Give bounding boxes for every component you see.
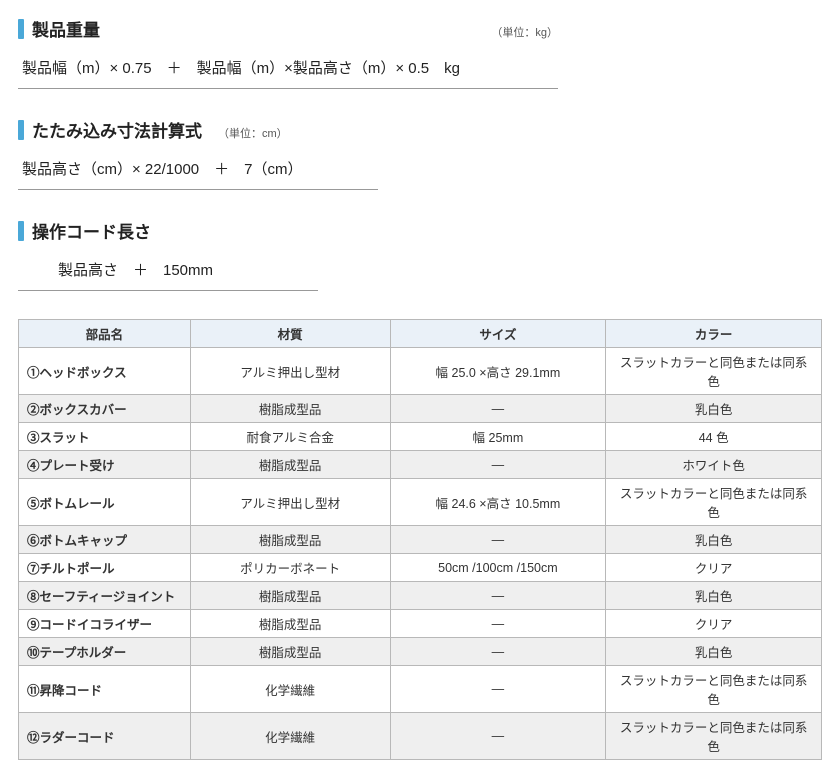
table-row: ⑨コードイコライザー樹脂成型品―クリア xyxy=(19,610,822,638)
section-unit: （単位：cm） xyxy=(218,125,288,141)
cell-part-name: ③スラット xyxy=(19,423,191,451)
cell-material: 樹脂成型品 xyxy=(190,638,390,666)
cell-color: ホワイト色 xyxy=(606,451,822,479)
section-cord-length: 操作コード長さ 製品高さ ＋ 150mm xyxy=(18,218,318,291)
cell-part-name: ⑤ボトムレール xyxy=(19,479,191,526)
section-title: たたみ込み寸法計算式 xyxy=(32,117,202,142)
cell-color: 乳白色 xyxy=(606,395,822,423)
cell-material: 樹脂成型品 xyxy=(190,451,390,479)
cell-size: 50cm /100cm /150cm xyxy=(390,554,606,582)
cell-color: 乳白色 xyxy=(606,638,822,666)
section-header: 製品重量 （単位：kg） xyxy=(18,16,558,41)
cell-size: 幅 25mm xyxy=(390,423,606,451)
cell-part-name: ①ヘッドボックス xyxy=(19,348,191,395)
parts-table: 部品名 材質 サイズ カラー ①ヘッドボックスアルミ押出し型材幅 25.0 ×高… xyxy=(18,319,822,760)
cell-material: 化学繊維 xyxy=(190,713,390,760)
table-header-row: 部品名 材質 サイズ カラー xyxy=(19,320,822,348)
table-row: ①ヘッドボックスアルミ押出し型材幅 25.0 ×高さ 29.1mmスラットカラー… xyxy=(19,348,822,395)
cell-color: スラットカラーと同色または同系色 xyxy=(606,479,822,526)
cell-part-name: ⑪昇降コード xyxy=(19,666,191,713)
cell-size: ― xyxy=(390,713,606,760)
cell-size: ― xyxy=(390,451,606,479)
cell-material: 樹脂成型品 xyxy=(190,610,390,638)
table-row: ⑧セーフティージョイント樹脂成型品―乳白色 xyxy=(19,582,822,610)
section-unit: （単位：kg） xyxy=(491,24,558,40)
cell-part-name: ⑥ボトムキャップ xyxy=(19,526,191,554)
cell-part-name: ④プレート受け xyxy=(19,451,191,479)
table-row: ⑫ラダーコード化学繊維―スラットカラーと同色または同系色 xyxy=(19,713,822,760)
cell-color: クリア xyxy=(606,610,822,638)
section-folded-dimension: たたみ込み寸法計算式 （単位：cm） 製品高さ（cm）× 22/1000 ＋ 7… xyxy=(18,117,378,190)
cell-size: ― xyxy=(390,526,606,554)
cell-material: 耐食アルミ合金 xyxy=(190,423,390,451)
table-row: ⑦チルトポールポリカーボネート50cm /100cm /150cmクリア xyxy=(19,554,822,582)
table-row: ⑤ボトムレールアルミ押出し型材幅 24.6 ×高さ 10.5mmスラットカラーと… xyxy=(19,479,822,526)
section-header: たたみ込み寸法計算式 （単位：cm） xyxy=(18,117,378,142)
cell-size: ― xyxy=(390,638,606,666)
cell-material: 樹脂成型品 xyxy=(190,582,390,610)
cell-material: アルミ押出し型材 xyxy=(190,479,390,526)
cell-part-name: ⑦チルトポール xyxy=(19,554,191,582)
col-header-color: カラー xyxy=(606,320,822,348)
cell-color: 乳白色 xyxy=(606,582,822,610)
cell-part-name: ⑩テープホルダー xyxy=(19,638,191,666)
section-title: 製品重量 xyxy=(32,16,100,41)
formula-text: 製品高さ ＋ 150mm xyxy=(18,251,318,291)
cell-size: ― xyxy=(390,582,606,610)
cell-material: 樹脂成型品 xyxy=(190,526,390,554)
cell-size: ― xyxy=(390,610,606,638)
cell-size: 幅 24.6 ×高さ 10.5mm xyxy=(390,479,606,526)
cell-color: クリア xyxy=(606,554,822,582)
table-row: ③スラット耐食アルミ合金幅 25mm44 色 xyxy=(19,423,822,451)
formula-text: 製品高さ（cm）× 22/1000 ＋ 7（cm） xyxy=(18,150,378,190)
table-row: ⑥ボトムキャップ樹脂成型品―乳白色 xyxy=(19,526,822,554)
cell-part-name: ②ボックスカバー xyxy=(19,395,191,423)
cell-material: 化学繊維 xyxy=(190,666,390,713)
table-row: ④プレート受け樹脂成型品―ホワイト色 xyxy=(19,451,822,479)
cell-color: スラットカラーと同色または同系色 xyxy=(606,348,822,395)
cell-size: ― xyxy=(390,395,606,423)
cell-part-name: ⑧セーフティージョイント xyxy=(19,582,191,610)
cell-color: 44 色 xyxy=(606,423,822,451)
formula-text: 製品幅（m）× 0.75 ＋ 製品幅（m）×製品高さ（m）× 0.5 kg xyxy=(18,49,558,89)
cell-size: ― xyxy=(390,666,606,713)
col-header-name: 部品名 xyxy=(19,320,191,348)
section-header: 操作コード長さ xyxy=(18,218,318,243)
col-header-size: サイズ xyxy=(390,320,606,348)
cell-color: 乳白色 xyxy=(606,526,822,554)
accent-bar-icon xyxy=(18,19,24,39)
cell-color: スラットカラーと同色または同系色 xyxy=(606,666,822,713)
cell-material: 樹脂成型品 xyxy=(190,395,390,423)
cell-color: スラットカラーと同色または同系色 xyxy=(606,713,822,760)
cell-size: 幅 25.0 ×高さ 29.1mm xyxy=(390,348,606,395)
accent-bar-icon xyxy=(18,120,24,140)
col-header-material: 材質 xyxy=(190,320,390,348)
cell-material: アルミ押出し型材 xyxy=(190,348,390,395)
accent-bar-icon xyxy=(18,221,24,241)
section-product-weight: 製品重量 （単位：kg） 製品幅（m）× 0.75 ＋ 製品幅（m）×製品高さ（… xyxy=(18,16,558,89)
cell-part-name: ⑫ラダーコード xyxy=(19,713,191,760)
table-row: ⑪昇降コード化学繊維―スラットカラーと同色または同系色 xyxy=(19,666,822,713)
cell-part-name: ⑨コードイコライザー xyxy=(19,610,191,638)
cell-material: ポリカーボネート xyxy=(190,554,390,582)
table-row: ②ボックスカバー樹脂成型品―乳白色 xyxy=(19,395,822,423)
table-row: ⑩テープホルダー樹脂成型品―乳白色 xyxy=(19,638,822,666)
section-title: 操作コード長さ xyxy=(32,218,151,243)
